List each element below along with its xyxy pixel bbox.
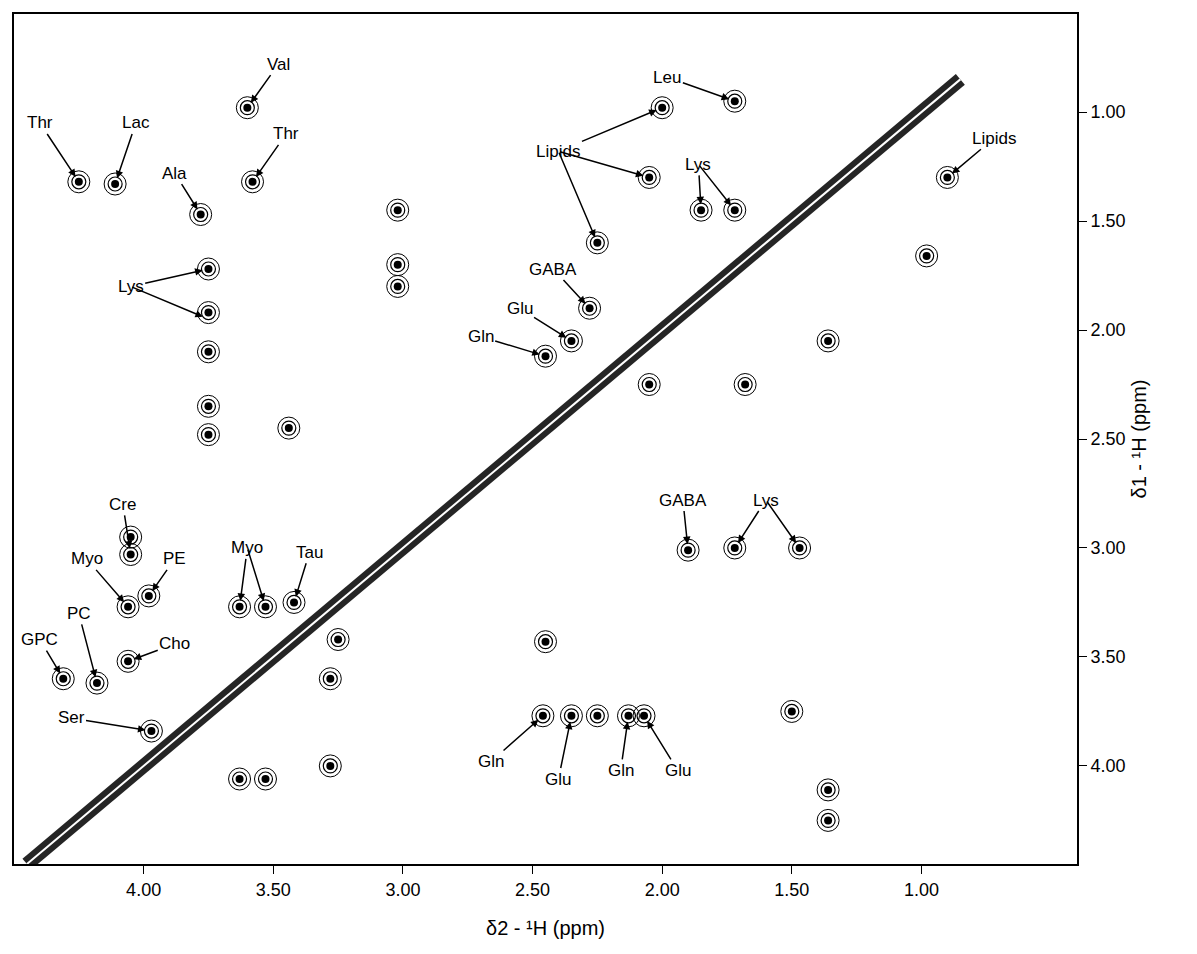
svg-text:Cre: Cre (109, 495, 136, 514)
svg-text:Gln: Gln (468, 327, 494, 346)
svg-text:Thr: Thr (273, 124, 299, 143)
svg-text:Gln: Gln (608, 761, 634, 780)
svg-text:Cho: Cho (159, 634, 190, 653)
svg-text:1.50: 1.50 (774, 880, 809, 900)
svg-text:GABA: GABA (529, 260, 577, 279)
svg-text:3.00: 3.00 (385, 880, 420, 900)
svg-text:δ2 - ¹H (ppm): δ2 - ¹H (ppm) (486, 917, 605, 939)
svg-text:Thr: Thr (27, 113, 53, 132)
svg-text:PC: PC (67, 604, 91, 623)
svg-text:δ1 - ¹H (ppm): δ1 - ¹H (ppm) (1128, 380, 1150, 499)
svg-text:4.00: 4.00 (1091, 756, 1126, 776)
svg-text:Lipids: Lipids (972, 129, 1016, 148)
svg-text:Glu: Glu (665, 761, 691, 780)
svg-text:Lipids: Lipids (536, 142, 580, 161)
svg-text:Glu: Glu (507, 299, 533, 318)
svg-text:1.00: 1.00 (1091, 102, 1126, 122)
svg-text:4.00: 4.00 (126, 880, 161, 900)
svg-text:2.00: 2.00 (1091, 320, 1126, 340)
svg-text:Lys: Lys (685, 155, 711, 174)
svg-text:3.00: 3.00 (1091, 538, 1126, 558)
svg-text:3.50: 3.50 (1091, 647, 1126, 667)
svg-text:Ser: Ser (58, 708, 85, 727)
svg-text:3.50: 3.50 (256, 880, 291, 900)
svg-text:GABA: GABA (659, 491, 707, 510)
svg-text:1.00: 1.00 (904, 880, 939, 900)
svg-text:Myo: Myo (231, 538, 263, 557)
svg-text:PE: PE (163, 549, 186, 568)
svg-text:Lys: Lys (118, 277, 144, 296)
svg-text:1.50: 1.50 (1091, 211, 1126, 231)
svg-text:GPC: GPC (21, 630, 58, 649)
svg-text:Val: Val (267, 55, 290, 74)
svg-text:Gln: Gln (478, 752, 504, 771)
svg-text:Lac: Lac (122, 113, 150, 132)
svg-text:2.50: 2.50 (515, 880, 550, 900)
svg-text:Myo: Myo (71, 549, 103, 568)
svg-text:Lys: Lys (753, 491, 779, 510)
svg-text:Glu: Glu (545, 770, 571, 789)
svg-text:Leu: Leu (653, 68, 681, 87)
svg-text:Tau: Tau (296, 543, 323, 562)
svg-text:2.50: 2.50 (1091, 429, 1126, 449)
svg-text:Ala: Ala (162, 164, 187, 183)
svg-text:2.00: 2.00 (645, 880, 680, 900)
